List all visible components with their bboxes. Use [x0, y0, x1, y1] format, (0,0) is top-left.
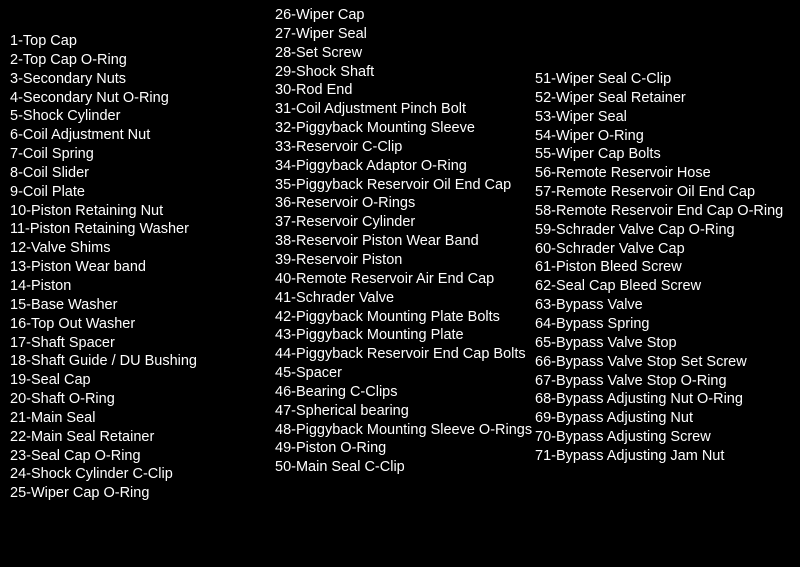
part-item: 35-Piggyback Reservoir Oil End Cap [275, 176, 535, 195]
parts-column-2: 26-Wiper Cap27-Wiper Seal28-Set Screw29-… [275, 6, 535, 477]
part-item: 62-Seal Cap Bleed Screw [535, 277, 793, 296]
part-item: 55-Wiper Cap Bolts [535, 145, 793, 164]
parts-column-3: 51-Wiper Seal C-Clip52-Wiper Seal Retain… [535, 6, 793, 466]
part-item: 70-Bypass Adjusting Screw [535, 428, 793, 447]
part-item: 12-Valve Shims [10, 239, 275, 258]
part-item: 34-Piggyback Adaptor O-Ring [275, 157, 535, 176]
part-item: 38-Reservoir Piston Wear Band [275, 232, 535, 251]
part-item: 59-Schrader Valve Cap O-Ring [535, 221, 793, 240]
part-item: 32-Piggyback Mounting Sleeve [275, 119, 535, 138]
part-item: 51-Wiper Seal C-Clip [535, 70, 793, 89]
part-item: 17-Shaft Spacer [10, 334, 275, 353]
part-item: 10-Piston Retaining Nut [10, 202, 275, 221]
part-item: 69-Bypass Adjusting Nut [535, 409, 793, 428]
part-item: 37-Reservoir Cylinder [275, 213, 535, 232]
part-item: 11-Piston Retaining Washer [10, 220, 275, 239]
part-item: 47-Spherical bearing [275, 402, 535, 421]
part-item: 6-Coil Adjustment Nut [10, 126, 275, 145]
part-item: 16-Top Out Washer [10, 315, 275, 334]
part-item: 61-Piston Bleed Screw [535, 258, 793, 277]
part-item: 19-Seal Cap [10, 371, 275, 390]
part-item: 7-Coil Spring [10, 145, 275, 164]
part-item: 60-Schrader Valve Cap [535, 240, 793, 259]
part-item: 33-Reservoir C-Clip [275, 138, 535, 157]
part-item: 25-Wiper Cap O-Ring [10, 484, 275, 503]
parts-list-container: 1-Top Cap2-Top Cap O-Ring3-Secondary Nut… [0, 0, 800, 567]
part-item: 68-Bypass Adjusting Nut O-Ring [535, 390, 793, 409]
parts-column-1: 1-Top Cap2-Top Cap O-Ring3-Secondary Nut… [10, 6, 275, 503]
part-item: 66-Bypass Valve Stop Set Screw [535, 353, 793, 372]
part-item: 46-Bearing C-Clips [275, 383, 535, 402]
part-item: 21-Main Seal [10, 409, 275, 428]
part-item: 2-Top Cap O-Ring [10, 51, 275, 70]
part-item: 18-Shaft Guide / DU Bushing [10, 352, 275, 371]
part-item: 23-Seal Cap O-Ring [10, 447, 275, 466]
part-item: 71-Bypass Adjusting Jam Nut [535, 447, 793, 466]
part-item: 4-Secondary Nut O-Ring [10, 89, 275, 108]
part-item: 65-Bypass Valve Stop [535, 334, 793, 353]
part-item: 42-Piggyback Mounting Plate Bolts [275, 308, 535, 327]
part-item: 54-Wiper O-Ring [535, 127, 793, 146]
part-item: 40-Remote Reservoir Air End Cap [275, 270, 535, 289]
part-item: 5-Shock Cylinder [10, 107, 275, 126]
part-item: 45-Spacer [275, 364, 535, 383]
part-item: 36-Reservoir O-Rings [275, 194, 535, 213]
part-item: 27-Wiper Seal [275, 25, 535, 44]
part-item: 64-Bypass Spring [535, 315, 793, 334]
part-item: 30-Rod End [275, 81, 535, 100]
part-item: 8-Coil Slider [10, 164, 275, 183]
part-item: 67-Bypass Valve Stop O-Ring [535, 372, 793, 391]
part-item: 56-Remote Reservoir Hose [535, 164, 793, 183]
part-item: 58-Remote Reservoir End Cap O-Ring [535, 202, 793, 221]
part-item: 57-Remote Reservoir Oil End Cap [535, 183, 793, 202]
part-item: 48-Piggyback Mounting Sleeve O-Rings [275, 421, 535, 440]
part-item: 49-Piston O-Ring [275, 439, 535, 458]
part-item: 22-Main Seal Retainer [10, 428, 275, 447]
part-item: 31-Coil Adjustment Pinch Bolt [275, 100, 535, 119]
part-item: 50-Main Seal C-Clip [275, 458, 535, 477]
part-item: 43-Piggyback Mounting Plate [275, 326, 535, 345]
part-item: 3-Secondary Nuts [10, 70, 275, 89]
part-item: 13-Piston Wear band [10, 258, 275, 277]
part-item: 39-Reservoir Piston [275, 251, 535, 270]
part-item: 14-Piston [10, 277, 275, 296]
part-item: 20-Shaft O-Ring [10, 390, 275, 409]
part-item: 26-Wiper Cap [275, 6, 535, 25]
part-item: 53-Wiper Seal [535, 108, 793, 127]
part-item: 41-Schrader Valve [275, 289, 535, 308]
part-item: 9-Coil Plate [10, 183, 275, 202]
part-item: 1-Top Cap [10, 32, 275, 51]
part-item: 29-Shock Shaft [275, 63, 535, 82]
part-item: 28-Set Screw [275, 44, 535, 63]
part-item: 63-Bypass Valve [535, 296, 793, 315]
part-item: 44-Piggyback Reservoir End Cap Bolts [275, 345, 535, 364]
part-item: 52-Wiper Seal Retainer [535, 89, 793, 108]
part-item: 24-Shock Cylinder C-Clip [10, 465, 275, 484]
part-item: 15-Base Washer [10, 296, 275, 315]
